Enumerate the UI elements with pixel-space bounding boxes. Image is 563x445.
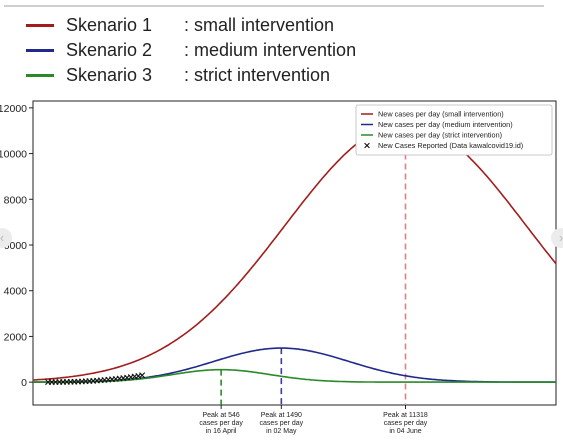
top-divider — [4, 5, 544, 7]
peak-annotation-1: cases per day — [199, 420, 243, 427]
peak-annotation-3: in 04 June — [389, 428, 421, 435]
peak-annotation-2: Peak at 1490 — [261, 412, 302, 419]
scenario-1-name: Skenario 1 — [66, 14, 153, 35]
y-tick-label: 12000 — [0, 103, 27, 115]
scenario-2-row: Skenario 2 : medium intervention — [26, 38, 356, 62]
carousel-prev-button[interactable]: ‹ — [0, 228, 12, 248]
y-tick-label: 4000 — [4, 286, 28, 298]
y-tick-label: 10000 — [0, 149, 27, 161]
legend-label-2: New cases per day (medium intervention) — [378, 120, 513, 129]
series-line-3 — [33, 368, 556, 383]
carousel-next-button[interactable]: › — [551, 228, 563, 248]
legend-label-1: New cases per day (small intervention) — [378, 110, 504, 119]
scenario-1-desc: : small intervention — [184, 14, 335, 35]
scenario-1-swatch — [26, 23, 54, 27]
peak-annotation-3: Peak at 11318 — [383, 412, 428, 419]
reported-point — [139, 372, 146, 379]
peak-annotation-1: in 16 April — [206, 428, 237, 435]
scenario-3-desc: : strict intervention — [184, 64, 331, 85]
y-tick-label: 0 — [21, 377, 27, 389]
legend-swatch-4 — [364, 142, 370, 149]
chart-legend — [355, 104, 553, 156]
scenario-3-row: Skenario 3 : strict intervention — [26, 63, 330, 87]
scenario-3-swatch — [26, 73, 54, 77]
scenario-2-name: Skenario 2 — [66, 39, 153, 60]
peak-annotation-1: Peak at 546 — [202, 412, 239, 419]
scenario-2-swatch — [26, 48, 54, 52]
legend-label-4: New Cases Reported (Data kawalcovid19.id… — [378, 141, 523, 150]
peak-annotation-3: cases per day — [384, 420, 428, 427]
legend-label-3: New cases per day (strict intervention) — [378, 131, 502, 140]
y-tick-label: 8000 — [4, 194, 28, 206]
scenario-3-name: Skenario 3 — [66, 64, 153, 85]
plot-frame — [32, 100, 557, 406]
series-line-2 — [33, 347, 556, 383]
y-tick-label: 2000 — [4, 331, 28, 343]
peak-annotation-2: in 02 May — [266, 428, 297, 435]
scenario-legend: Skenario 1 : small intervention Skenario… — [0, 0, 563, 95]
peak-annotation-2: cases per day — [260, 420, 304, 427]
series-line-1 — [32, 122, 557, 381]
scenario-2-desc: : medium intervention — [184, 39, 357, 60]
scenario-1-row: Skenario 1 : small intervention — [26, 13, 334, 37]
